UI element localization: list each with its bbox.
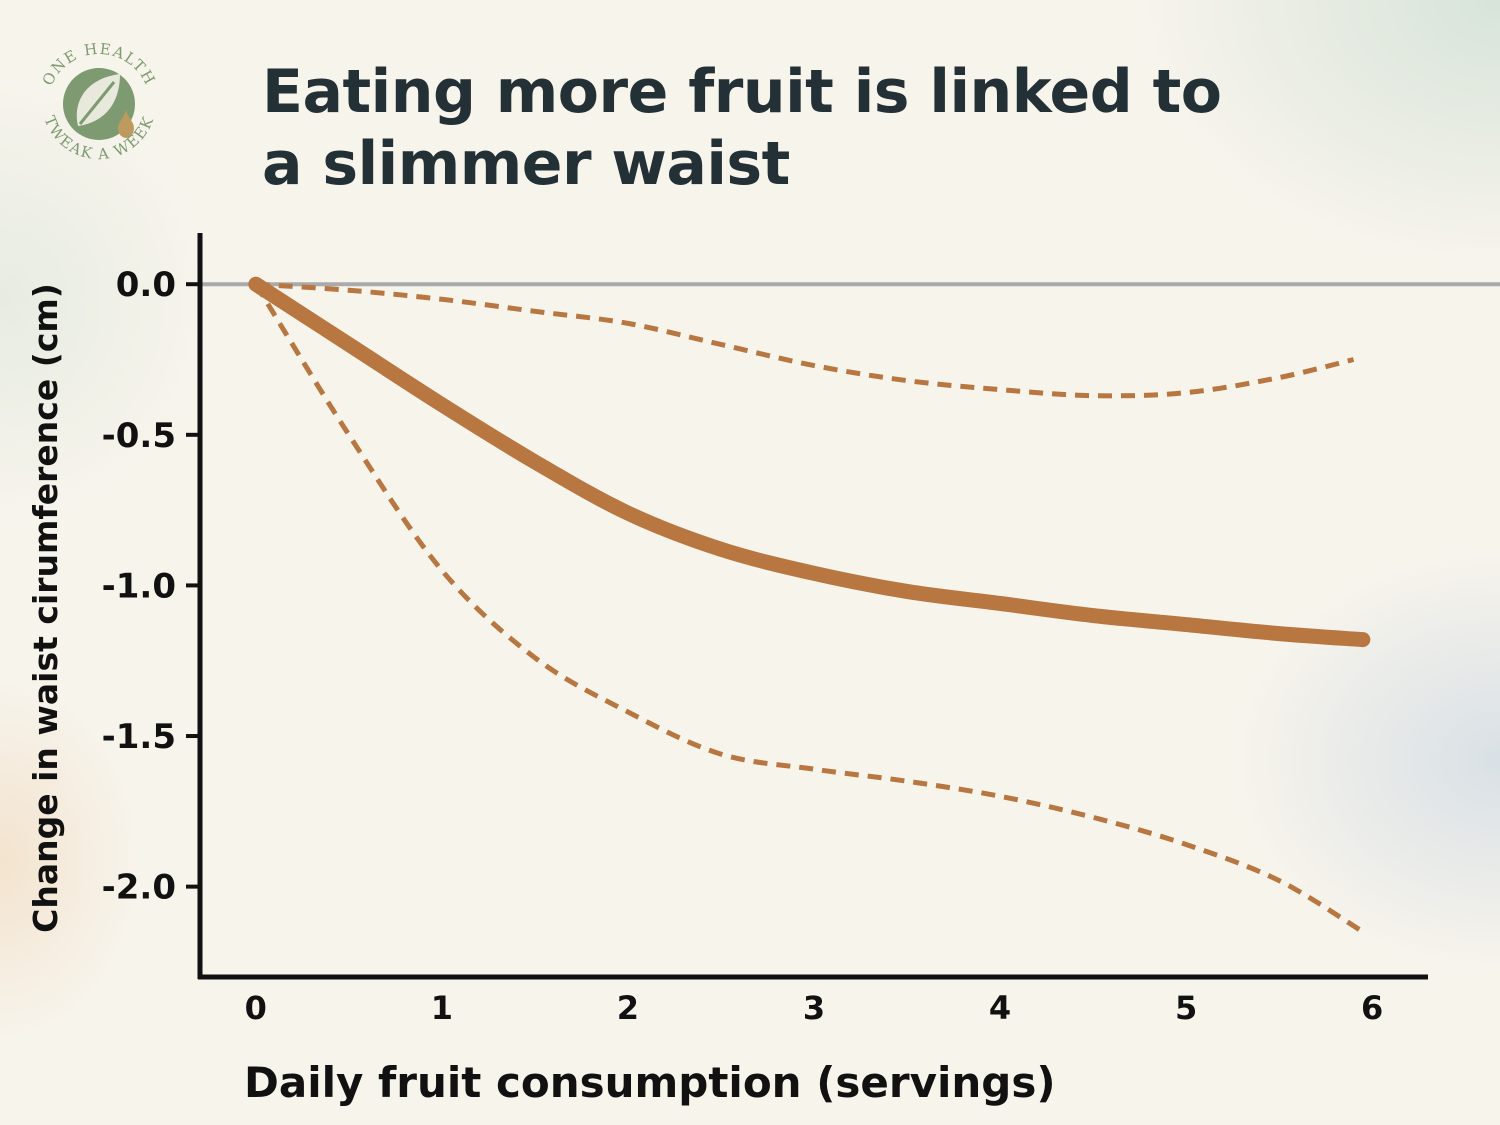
x-tick-label: 5 [1175, 989, 1197, 1027]
y-tick-label: -2.0 [102, 868, 176, 908]
y-tick-label: -1.5 [102, 717, 176, 757]
x-tick-label: 4 [989, 989, 1011, 1027]
x-tick-label: 1 [431, 989, 453, 1027]
x-tick-label: 2 [617, 989, 639, 1027]
series-line-upper-ci [255, 281, 1355, 399]
series-line-lower-ci [253, 282, 1365, 934]
one-health-logo: ONE HEALTH TWEAK A WEEK [39, 40, 158, 164]
x-axis-label: Daily fruit consumption (servings) [244, 1058, 1056, 1107]
chart-title: Eating more fruit is linked to a slimmer… [262, 57, 1222, 199]
y-tick-label: -1.0 [102, 566, 176, 606]
x-tick-label: 6 [1361, 989, 1383, 1027]
x-tick-label: 3 [803, 989, 825, 1027]
y-tick-label: 0.0 [116, 265, 176, 305]
drop-icon [118, 110, 134, 138]
series-line-estimate [248, 276, 1371, 648]
y-tick-label: -0.5 [102, 416, 176, 456]
x-tick-label: 0 [245, 989, 267, 1027]
y-axis-label: Change in waist cirumference (cm) [26, 283, 65, 933]
